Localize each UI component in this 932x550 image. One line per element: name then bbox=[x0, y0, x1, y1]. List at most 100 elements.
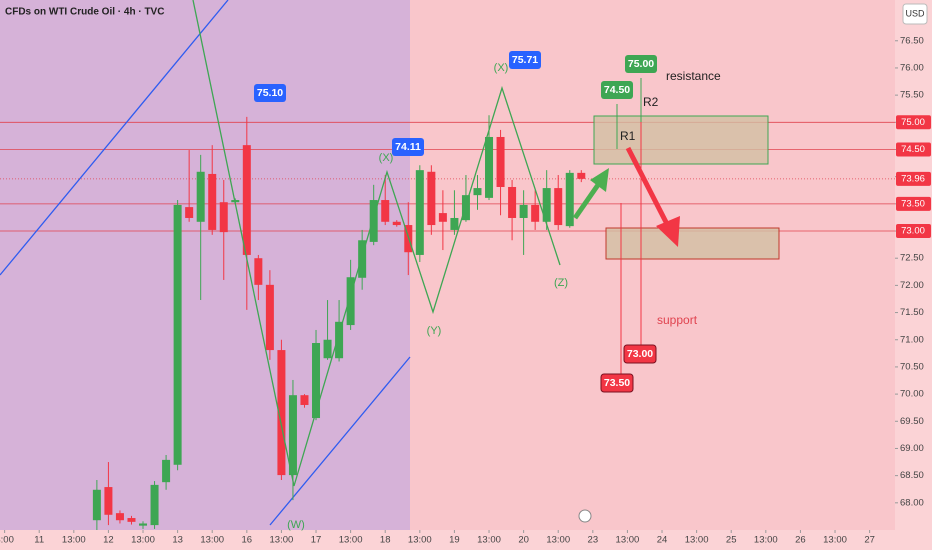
candle-body bbox=[485, 136, 494, 198]
candle-body bbox=[358, 240, 367, 278]
y-tick-label: 70.00 bbox=[900, 389, 924, 400]
axes: 68.00 68.50 69.00 69.50 70.00 70.50 71.00 71.50… bbox=[0, 35, 931, 546]
x-tick-label: 13:00 bbox=[200, 535, 224, 546]
x-tick-label: 25 bbox=[726, 535, 737, 546]
candle-body bbox=[461, 195, 470, 221]
candle-body bbox=[104, 487, 113, 515]
x-tick-label: 3:00 bbox=[0, 535, 14, 546]
callout-box bbox=[509, 51, 541, 69]
candle-body bbox=[277, 350, 286, 476]
currency[interactable]: USD bbox=[905, 8, 925, 18]
y-tick-label: 70.50 bbox=[900, 361, 924, 372]
candle-body bbox=[554, 188, 563, 226]
candle-body bbox=[577, 172, 586, 179]
annotation-text: (Z) bbox=[554, 277, 568, 289]
candle-body bbox=[300, 395, 309, 405]
annotation-text: (X) bbox=[379, 152, 394, 164]
x-tick-label: 13:00 bbox=[270, 535, 294, 546]
price-tag bbox=[896, 196, 931, 211]
candle-body bbox=[438, 213, 447, 222]
callout-label: 74.11 bbox=[395, 141, 421, 153]
price-tag-label: 73.50 bbox=[901, 198, 925, 209]
x-tick-label: 23 bbox=[588, 535, 599, 546]
candle-body bbox=[565, 172, 574, 227]
annotation-text: resistance bbox=[666, 69, 721, 83]
candles bbox=[92, 115, 586, 530]
callout-label: 73.00 bbox=[627, 348, 653, 360]
currency-box[interactable] bbox=[902, 3, 928, 25]
price-tag bbox=[896, 171, 931, 186]
price-tag-label: 75.00 bbox=[901, 117, 925, 128]
candle-body bbox=[369, 200, 378, 242]
callout-label: 75.10 bbox=[257, 87, 283, 99]
candle-body bbox=[542, 188, 551, 222]
callout-box bbox=[254, 84, 286, 102]
y-tick-label: 68.50 bbox=[900, 470, 924, 481]
x-tick-label: 20 bbox=[518, 535, 529, 546]
channel-upper bbox=[0, 0, 229, 276]
y-tick-label: 72.00 bbox=[900, 280, 924, 291]
callout-label: 74.50 bbox=[604, 84, 630, 96]
range-highlight bbox=[0, 0, 410, 530]
annotation-text: R2 bbox=[643, 95, 659, 109]
wave-path bbox=[192, 0, 561, 487]
annotation-text: (Y) bbox=[427, 325, 442, 337]
price-tag bbox=[896, 142, 931, 157]
callout-label: 75.71 bbox=[512, 54, 538, 66]
candle-body bbox=[196, 171, 205, 222]
candle-body bbox=[508, 186, 517, 218]
candle-body bbox=[139, 523, 148, 526]
y-tick-label: 72.50 bbox=[900, 253, 924, 264]
callout-label: 73.50 bbox=[604, 377, 630, 389]
support-zone bbox=[605, 227, 780, 260]
x-tick-label: 27 bbox=[864, 535, 875, 546]
x-tick-label: 13:00 bbox=[754, 535, 778, 546]
annotation-text: (W) bbox=[287, 519, 305, 531]
candle-body bbox=[288, 395, 297, 476]
candle-body bbox=[450, 217, 459, 230]
candle-body bbox=[254, 258, 263, 285]
x-tick-label: 13 bbox=[172, 535, 183, 546]
y-axis-bg bbox=[895, 0, 932, 530]
candle-body bbox=[392, 221, 401, 226]
y-tick-label: 68.00 bbox=[900, 497, 924, 508]
x-tick-label: 13:00 bbox=[546, 535, 570, 546]
callout-box bbox=[600, 373, 634, 393]
candle-body bbox=[496, 136, 505, 187]
price-tag-label: 73.96 bbox=[901, 173, 925, 184]
y-tick-label: 76.50 bbox=[900, 35, 924, 46]
candle-body bbox=[323, 339, 332, 359]
callout-box bbox=[392, 138, 424, 156]
candle-body bbox=[92, 489, 101, 521]
candle-body bbox=[415, 170, 424, 255]
up-arrow bbox=[572, 180, 603, 220]
y-tick-label: 69.00 bbox=[900, 443, 924, 454]
candle-body bbox=[265, 284, 274, 351]
x-axis-bg bbox=[0, 530, 932, 550]
price-tag-label: 74.50 bbox=[901, 144, 925, 155]
candle-body bbox=[150, 484, 159, 526]
callout-box bbox=[601, 81, 633, 99]
x-tick-label: 26 bbox=[795, 535, 806, 546]
candle-body bbox=[162, 459, 171, 483]
replay-icon[interactable] bbox=[578, 509, 592, 523]
annotation-text: support bbox=[657, 313, 698, 327]
y-tick-label: 69.50 bbox=[900, 416, 924, 427]
candle-body bbox=[127, 518, 136, 522]
candle-body bbox=[115, 513, 124, 521]
callout-box bbox=[623, 344, 657, 364]
chart-title: CFDs on WTI Crude Oil · 4h · TVC bbox=[5, 7, 164, 18]
callout-label: 75.00 bbox=[628, 58, 654, 70]
x-tick-label: 13:00 bbox=[823, 535, 847, 546]
y-tick-label: 76.00 bbox=[900, 62, 924, 73]
candle-body bbox=[335, 321, 344, 359]
down-arrow-head bbox=[656, 216, 680, 247]
candle-body bbox=[346, 277, 355, 326]
x-tick-label: 13:00 bbox=[131, 535, 155, 546]
annotation-text: R1 bbox=[620, 129, 636, 143]
candle-body bbox=[531, 204, 540, 222]
x-tick-label: 16 bbox=[242, 535, 253, 546]
x-tick-label: 13:00 bbox=[408, 535, 432, 546]
